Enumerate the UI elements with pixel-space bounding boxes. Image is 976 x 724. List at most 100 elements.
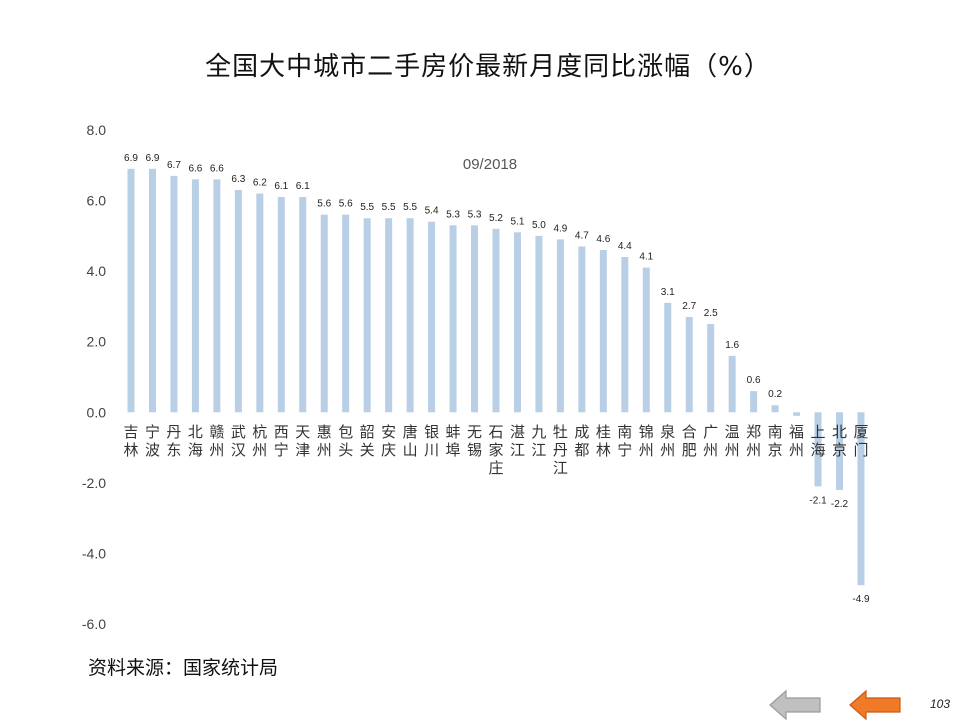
data-label: 5.0 (532, 220, 546, 231)
bar (793, 412, 801, 416)
bar (234, 189, 242, 413)
category-label-char: 牡 (553, 423, 568, 441)
category-label-char: 海 (188, 441, 203, 459)
bar (170, 175, 178, 413)
y-tick-label: 6.0 (87, 193, 107, 209)
category-label-char: 京 (832, 441, 847, 459)
bar (471, 225, 479, 413)
data-label: 4.6 (596, 234, 610, 245)
data-label: -2.2 (831, 499, 849, 510)
bar (385, 218, 393, 413)
bar (406, 218, 414, 413)
category-label-char: 州 (746, 441, 761, 459)
category-label-char: 杭 (252, 423, 267, 441)
data-label: 5.5 (403, 202, 417, 213)
category-label-char: 吉 (123, 423, 138, 441)
bar (535, 235, 543, 413)
category-label-char: 江 (531, 441, 546, 459)
category-label-char: 庄 (488, 459, 503, 477)
bar (127, 168, 135, 413)
bar (728, 355, 736, 413)
next-page-arrow-icon[interactable] (848, 688, 904, 722)
category-label-char: 武 (231, 423, 246, 441)
category-label-char: 温 (725, 423, 740, 441)
data-label: 5.6 (339, 199, 353, 210)
category-label-char: 山 (403, 441, 418, 459)
category-label-char: 广 (703, 423, 718, 441)
category-label-char: 州 (703, 441, 718, 459)
category-label-char: 上 (811, 423, 826, 441)
data-label: 5.4 (425, 206, 439, 217)
bar (556, 239, 564, 413)
bar (578, 246, 586, 413)
bar (256, 193, 264, 413)
category-label-char: 川 (424, 441, 439, 459)
data-label: 5.3 (468, 209, 482, 220)
category-label-char: 惠 (317, 423, 332, 441)
category-label-char: 都 (574, 441, 589, 459)
prev-page-arrow-icon[interactable] (768, 688, 824, 722)
bar (707, 324, 715, 413)
bar (513, 232, 521, 413)
data-label: 4.4 (618, 241, 632, 252)
data-label: 5.5 (382, 202, 396, 213)
category-label-char: 林 (596, 441, 611, 459)
category-label-char: 关 (360, 441, 375, 459)
category-label-char: 锡 (467, 441, 482, 459)
y-tick-label: -6.0 (82, 616, 106, 632)
category-label-char: 湛 (510, 423, 525, 441)
category-label-char: 州 (725, 441, 740, 459)
data-label: 2.5 (704, 308, 718, 319)
category-label-char: 丹 (553, 441, 568, 459)
category-label-char: 福 (789, 423, 804, 441)
data-label: 0.2 (768, 389, 782, 400)
bar (363, 218, 371, 413)
chart-title: 全国大中城市二手房价最新月度同比涨幅（%） (205, 52, 771, 82)
data-label: 4.9 (553, 223, 567, 234)
category-label-char: 南 (768, 423, 783, 441)
category-label-char: 丹 (166, 423, 181, 441)
data-label: 6.9 (146, 153, 160, 164)
category-label-char: 安 (381, 423, 396, 441)
bar (320, 214, 328, 413)
data-label: 5.2 (489, 213, 503, 224)
category-label-char: 江 (510, 441, 525, 459)
category-label-char: 西 (274, 423, 289, 441)
data-label: -2.1 (809, 495, 827, 506)
category-label-char: 锦 (639, 423, 654, 441)
category-label-char: 海 (811, 441, 826, 459)
category-label-char: 北 (832, 423, 847, 441)
bar (148, 168, 156, 413)
category-label-char: 成 (574, 423, 589, 441)
page-number: 103 (930, 697, 951, 711)
data-label: 6.6 (188, 163, 202, 174)
y-tick-label: -4.0 (82, 545, 106, 561)
bar (449, 225, 457, 413)
category-label-char: 北 (188, 423, 203, 441)
category-label-char: 津 (295, 441, 310, 459)
data-label: 1.6 (725, 340, 739, 351)
category-label-char: 宁 (274, 441, 289, 459)
category-label-char: 南 (617, 423, 632, 441)
category-label-char: 石 (488, 423, 503, 441)
category-label-char: 韶 (360, 423, 375, 441)
data-label: 6.3 (231, 174, 245, 185)
category-label-char: 天 (295, 423, 310, 441)
category-label-char: 桂 (596, 423, 611, 441)
bar (664, 302, 672, 413)
data-label: 6.1 (274, 181, 288, 192)
bar (771, 405, 779, 413)
bar (213, 179, 221, 413)
data-label: 5.5 (360, 202, 374, 213)
category-label-char: 埠 (446, 441, 461, 459)
category-label-char: 厦 (853, 423, 868, 441)
bar (599, 249, 607, 413)
y-tick-label: 4.0 (87, 263, 107, 279)
category-label-char: 唐 (403, 423, 418, 441)
bar (750, 391, 758, 413)
category-label-char: 波 (145, 441, 160, 459)
data-label: 6.6 (210, 163, 224, 174)
bar (836, 412, 844, 490)
source-note: 资料来源：国家统计局 (88, 657, 279, 679)
bar (685, 317, 693, 413)
